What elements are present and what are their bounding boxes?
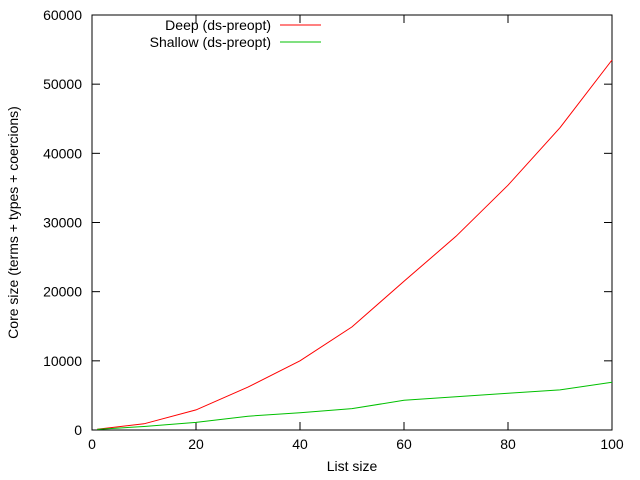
x-tick-label: 100: [600, 436, 624, 452]
plot-frame: [91, 14, 613, 431]
x-axis-label: List size: [327, 458, 378, 474]
legend: Deep (ds-preopt)Shallow (ds-preopt): [150, 17, 321, 50]
y-tick-label: 20000: [43, 284, 82, 300]
series-line-2: [97, 381, 613, 430]
series-lines: [97, 59, 613, 430]
legend-label-2: Shallow (ds-preopt): [150, 34, 271, 50]
y-tick-label: 0: [74, 422, 82, 438]
legend-label-1: Deep (ds-preopt): [165, 17, 271, 33]
series-line-1: [97, 59, 613, 430]
y-axis-label: Core size (terms + types + coercions): [5, 106, 21, 339]
y-tick-label: 60000: [43, 7, 82, 23]
y-tick-label: 10000: [43, 353, 82, 369]
x-tick-label: 80: [500, 436, 516, 452]
axis-ticks: 0 20 40 60 80 100 0 10000 20000 30000 40000 50000 60…: [43, 7, 624, 452]
y-tick-label: 40000: [43, 145, 82, 161]
x-tick-label: 40: [292, 436, 308, 452]
y-tick-label: 30000: [43, 215, 82, 231]
x-tick-label: 60: [396, 436, 412, 452]
y-tick-label: 50000: [43, 76, 82, 92]
x-tick-label: 0: [88, 436, 96, 452]
x-tick-label: 20: [188, 436, 204, 452]
